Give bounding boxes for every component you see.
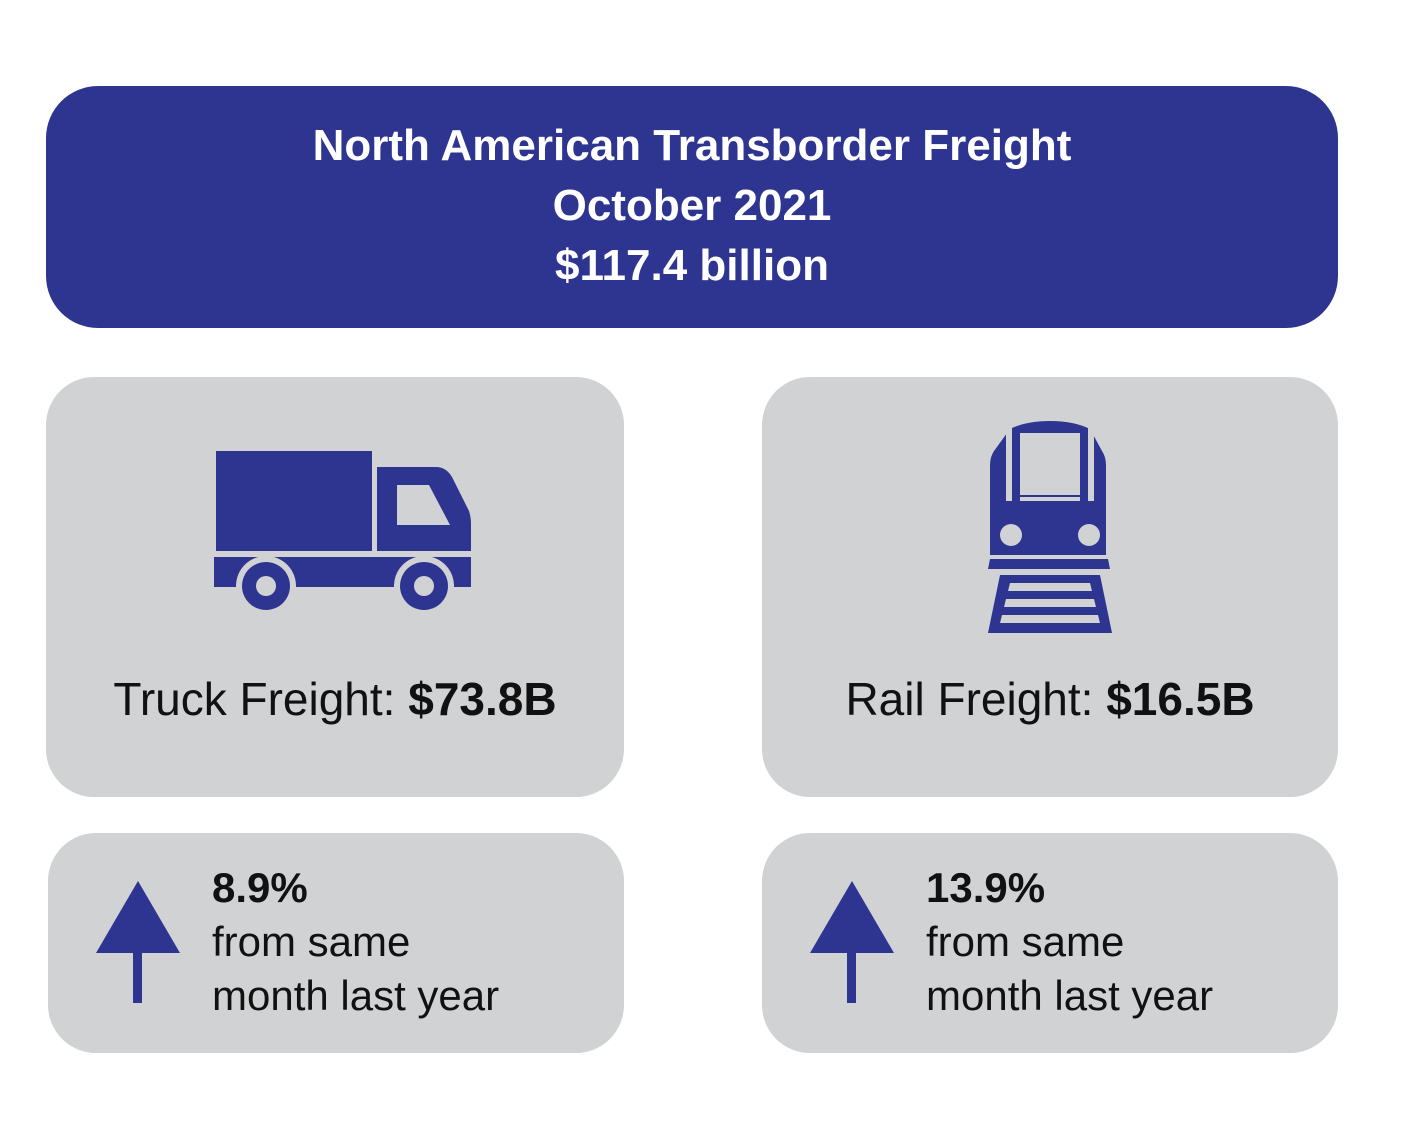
header-period: October 2021 [552, 181, 832, 230]
truck-change-card: 8.9% from same month last year [48, 833, 624, 1053]
rail-freight-label: Rail Freight: $16.5B [762, 672, 1338, 726]
truck-freight-card: Truck Freight: $73.8B [46, 377, 624, 797]
truck-change-line2: month last year [212, 972, 500, 1019]
rail-change-card: 13.9% from same month last year [762, 833, 1338, 1053]
rail-change-text: 13.9% from same month last year [926, 861, 1213, 1023]
rail-change-line2: month last year [926, 972, 1214, 1019]
summary-header: North American Transborder Freight Octob… [46, 86, 1338, 328]
rail-change-value: 13.9% [926, 864, 1046, 911]
rail-label-text: Rail Freight: [845, 673, 1094, 725]
truck-change-line1: from same [212, 918, 411, 965]
truck-icon [214, 451, 471, 614]
train-icon [988, 421, 1112, 633]
up-arrow-icon [810, 881, 894, 1003]
rail-freight-card: Rail Freight: $16.5B [762, 377, 1338, 797]
up-arrow-icon [96, 881, 180, 1003]
truck-freight-value: $73.8B [408, 673, 557, 725]
header-title: North American Transborder Freight [312, 121, 1072, 170]
truck-freight-label: Truck Freight: $73.8B [46, 672, 624, 726]
rail-change-line1: from same [926, 918, 1125, 965]
truck-change-text: 8.9% from same month last year [212, 861, 499, 1023]
truck-change-value: 8.9% [212, 864, 308, 911]
rail-freight-value: $16.5B [1106, 673, 1255, 725]
truck-label-text: Truck Freight: [113, 673, 396, 725]
header-total: $117.4 billion [555, 241, 829, 290]
